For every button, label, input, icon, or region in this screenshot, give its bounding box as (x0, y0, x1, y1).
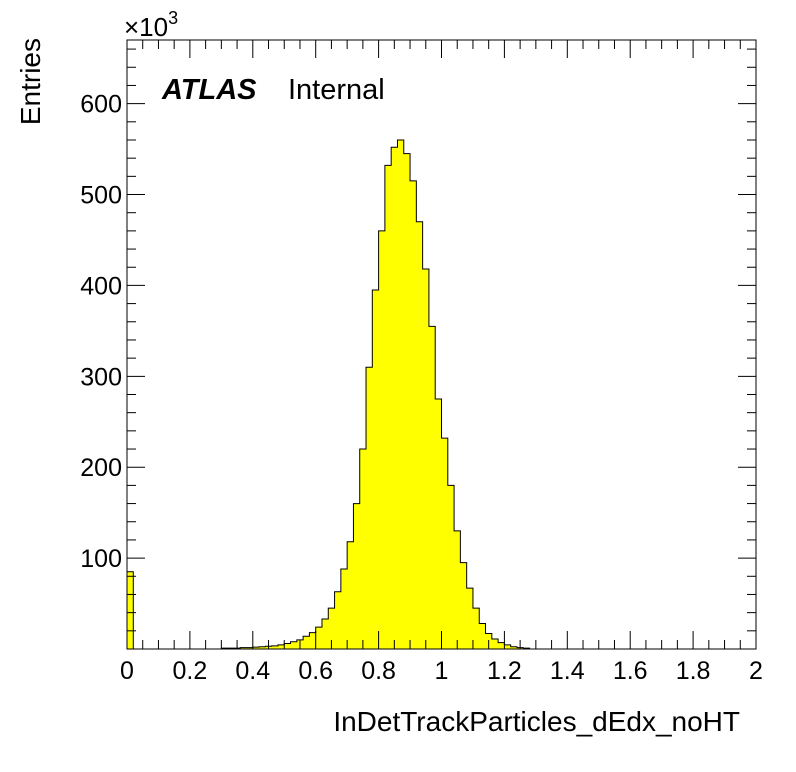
y-tick-label: 400 (80, 272, 122, 300)
y-tick-label: 600 (80, 91, 122, 119)
histogram-bin (366, 367, 373, 649)
x-tick-label: 2 (749, 657, 763, 685)
y-axis-label: Entries (15, 38, 46, 125)
histogram-bin (447, 485, 455, 649)
histogram-bin (340, 569, 348, 649)
y-multiplier: ×103 (124, 8, 178, 42)
x-tick-label: 1 (435, 657, 449, 685)
histogram-bin (454, 530, 461, 649)
histogram-bin (416, 221, 423, 649)
histogram-bin (347, 541, 354, 649)
histogram-bin (510, 646, 518, 649)
histogram-bin (378, 230, 386, 649)
histogram-bin (315, 627, 323, 649)
histogram-bin (441, 438, 449, 649)
histogram-bin (472, 608, 480, 649)
histogram-bin (410, 180, 417, 649)
x-tick-label: 0.6 (298, 657, 333, 685)
histogram-bin (491, 639, 499, 649)
x-tick-labels: 0 0.2 0.4 0.6 0.8 1 1.2 1.4 1.6 1.8 2 (120, 657, 763, 685)
histogram-bin (460, 562, 467, 649)
histogram-bin (397, 139, 405, 649)
histogram-bin (277, 644, 285, 649)
x-tick-label: 1.8 (676, 657, 711, 685)
histogram-bin (259, 646, 266, 649)
histogram-bin (284, 643, 291, 649)
histogram-bin (403, 153, 411, 650)
histogram-bin (252, 647, 260, 649)
internal-label: Internal (288, 74, 385, 106)
histogram-bin (466, 588, 474, 649)
x-tick-label: 0.8 (361, 657, 396, 685)
histogram-bin (271, 645, 279, 649)
x-tick-label: 1.6 (613, 657, 648, 685)
y-tick-label: 500 (80, 182, 122, 210)
histogram-bin (422, 269, 430, 649)
histogram-bin (498, 642, 505, 649)
histogram-bin (240, 647, 247, 649)
histogram-bin (127, 571, 134, 649)
histogram-bin (372, 289, 379, 649)
x-tick-label: 0 (120, 657, 134, 685)
atlas-label: ATLAS (161, 74, 257, 106)
histogram-bin (391, 147, 398, 649)
x-tick-label: 0.4 (235, 657, 270, 685)
histogram-bin (479, 623, 486, 649)
y-tick-labels: 100 200 300 400 500 600 (80, 91, 122, 573)
plot-frame (126, 39, 757, 650)
histogram-bars (127, 139, 530, 650)
histogram-bin (435, 399, 442, 649)
histogram-bin (353, 503, 361, 649)
x-tick-label: 1.4 (550, 657, 585, 685)
y-tick-label: 100 (80, 545, 122, 573)
histogram-bin (309, 632, 316, 649)
histogram-bin (321, 619, 329, 649)
histogram-bin (328, 608, 335, 649)
histogram-bin (504, 644, 511, 649)
y-tick-label: 200 (80, 454, 122, 482)
histogram-bin (384, 165, 392, 649)
histogram-bin (428, 326, 436, 649)
x-tick-label: 0.2 (173, 657, 208, 685)
x-tick-label: 1.2 (487, 657, 522, 685)
y-tick-label: 300 (80, 363, 122, 391)
histogram-bin (246, 647, 254, 649)
histogram-bin (290, 641, 298, 649)
histogram-bin (334, 591, 342, 649)
x-axis-label: InDetTrackParticles_dEdx_noHT (333, 706, 740, 737)
histogram-bin (303, 636, 310, 649)
axis-ticks (126, 40, 757, 649)
histogram-bin (359, 449, 367, 649)
